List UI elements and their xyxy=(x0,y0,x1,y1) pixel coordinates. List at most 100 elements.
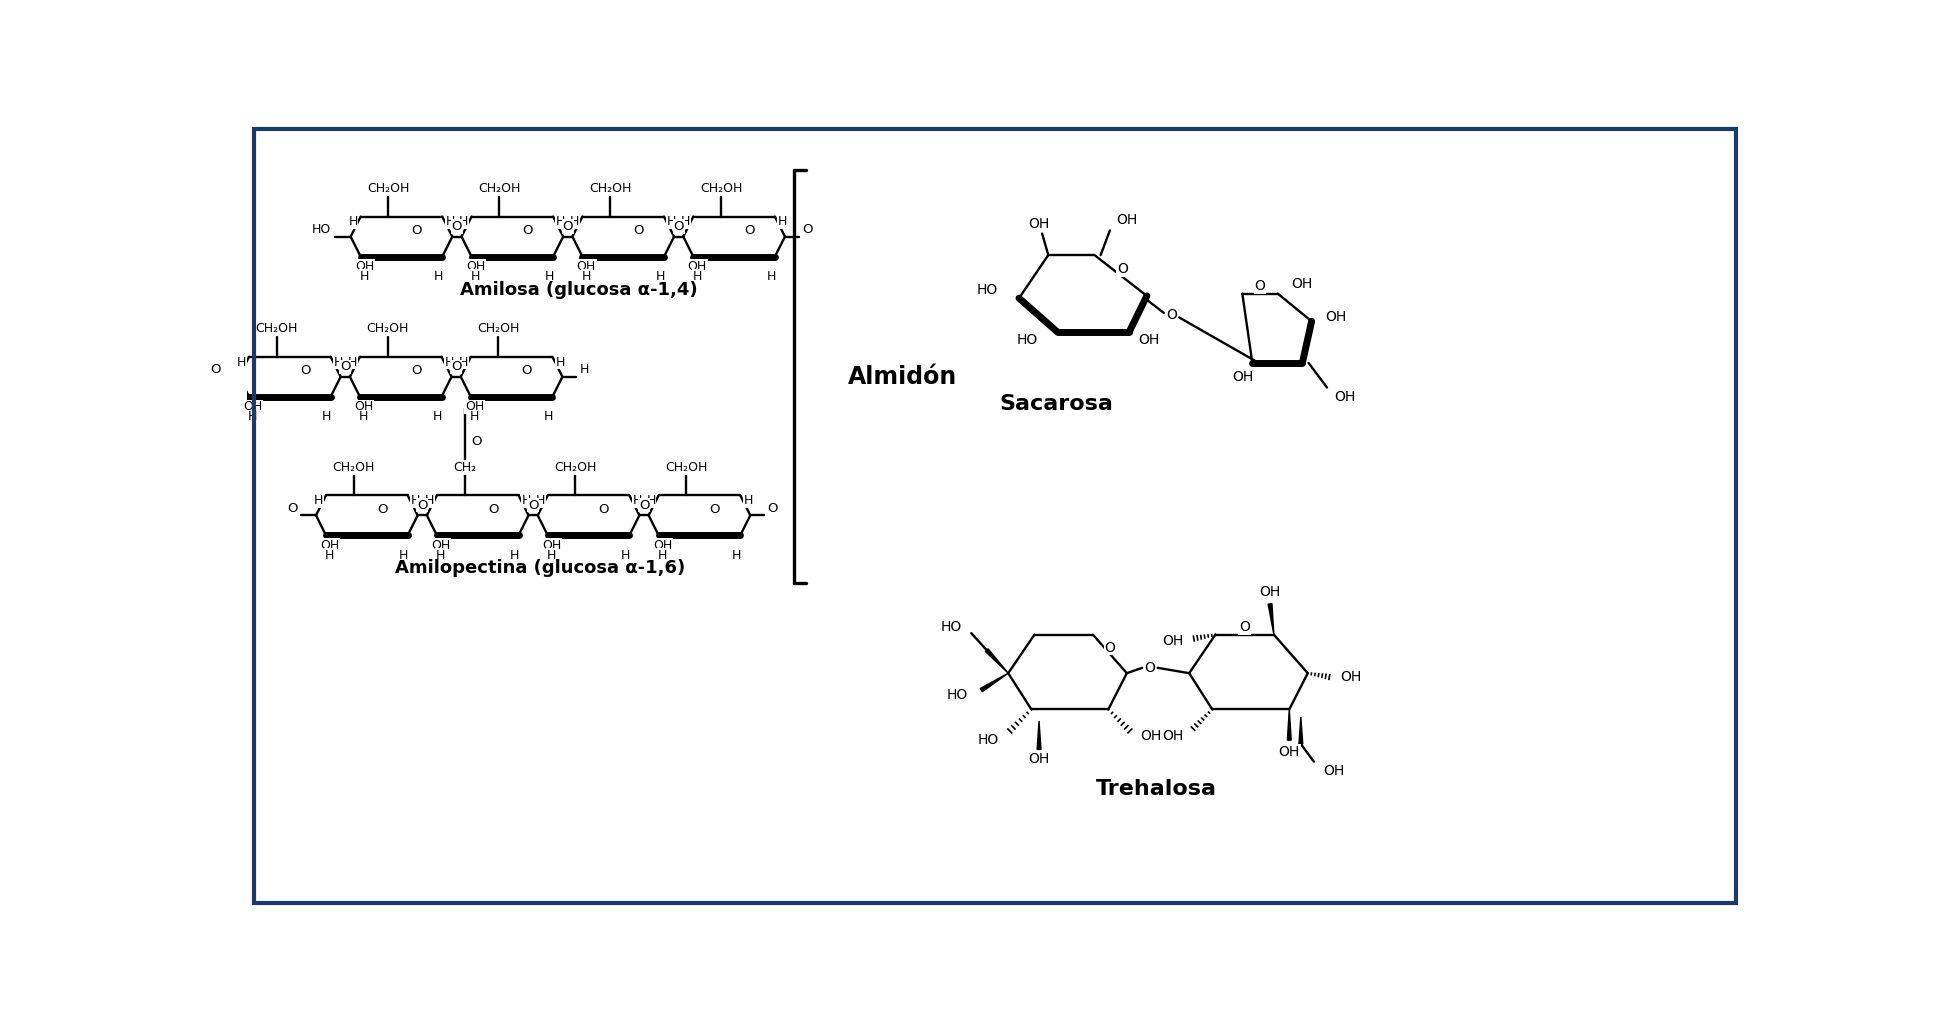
Text: H: H xyxy=(510,549,520,562)
Polygon shape xyxy=(1299,717,1302,744)
Text: H: H xyxy=(646,495,656,507)
Text: O: O xyxy=(487,503,499,516)
Text: O: O xyxy=(472,435,481,449)
Text: OH: OH xyxy=(1163,730,1182,743)
Text: H: H xyxy=(621,549,631,562)
Polygon shape xyxy=(1267,604,1273,635)
Text: O: O xyxy=(743,224,755,237)
Text: OH: OH xyxy=(1291,277,1312,291)
Text: O: O xyxy=(674,220,683,233)
Text: OH: OH xyxy=(1233,370,1254,383)
Text: OH: OH xyxy=(1324,764,1345,778)
Text: O: O xyxy=(411,364,421,377)
Text: O: O xyxy=(411,224,421,237)
Text: H: H xyxy=(444,356,454,369)
Text: O: O xyxy=(340,360,351,373)
Text: H: H xyxy=(347,216,357,229)
Text: O: O xyxy=(417,499,427,512)
Text: Sacarosa: Sacarosa xyxy=(1000,393,1112,414)
Text: H: H xyxy=(433,410,443,423)
Text: H: H xyxy=(433,270,443,283)
Text: OH: OH xyxy=(1116,214,1137,228)
Text: Amilosa (glucosa α-1,4): Amilosa (glucosa α-1,4) xyxy=(460,281,697,298)
Text: H: H xyxy=(693,270,703,283)
Text: H: H xyxy=(359,270,369,283)
Text: Amilopectina (glucosa α-1,6): Amilopectina (glucosa α-1,6) xyxy=(394,559,685,576)
Text: OH: OH xyxy=(355,261,375,273)
Text: H: H xyxy=(743,495,753,507)
Text: O: O xyxy=(1167,309,1176,322)
Text: H: H xyxy=(778,216,788,229)
Text: H: H xyxy=(444,216,454,229)
Text: H: H xyxy=(557,216,565,229)
Text: HO: HO xyxy=(313,223,332,236)
Text: OH: OH xyxy=(1260,586,1281,599)
Text: H: H xyxy=(458,356,468,369)
Text: H: H xyxy=(543,410,553,423)
Text: H: H xyxy=(472,270,479,283)
Text: H: H xyxy=(578,363,588,376)
Text: O: O xyxy=(1254,279,1266,293)
Text: H: H xyxy=(555,356,565,369)
Text: O: O xyxy=(287,502,297,515)
Text: H: H xyxy=(347,356,357,369)
Text: O: O xyxy=(528,499,538,512)
Text: H: H xyxy=(400,549,408,562)
Text: OH: OH xyxy=(576,261,596,273)
Text: O: O xyxy=(450,360,462,373)
Text: OH: OH xyxy=(320,539,340,552)
Text: H: H xyxy=(582,270,590,283)
Text: HO: HO xyxy=(976,283,998,297)
Text: H: H xyxy=(248,410,258,423)
Polygon shape xyxy=(1036,721,1040,749)
Text: H: H xyxy=(437,549,444,562)
Polygon shape xyxy=(1287,709,1291,740)
Text: OH: OH xyxy=(431,539,450,552)
Text: O: O xyxy=(639,499,650,512)
Text: CH₂OH: CH₂OH xyxy=(367,323,410,335)
Text: CH₂OH: CH₂OH xyxy=(588,182,631,195)
Text: OH: OH xyxy=(1279,745,1300,758)
Text: CH₂OH: CH₂OH xyxy=(477,182,520,195)
Text: H: H xyxy=(767,270,776,283)
Text: O: O xyxy=(452,220,462,233)
Polygon shape xyxy=(980,673,1007,692)
Text: O: O xyxy=(1145,661,1155,675)
Text: O: O xyxy=(802,223,813,236)
Text: O: O xyxy=(301,364,311,377)
Text: H: H xyxy=(326,549,334,562)
Text: OH: OH xyxy=(1326,311,1347,324)
Text: OH: OH xyxy=(687,261,707,273)
Text: CH₂: CH₂ xyxy=(452,461,476,474)
Text: H: H xyxy=(237,356,247,369)
Text: O: O xyxy=(377,503,388,516)
Text: HO: HO xyxy=(978,733,1000,747)
Text: CH₂OH: CH₂OH xyxy=(332,461,375,474)
Text: OH: OH xyxy=(1141,730,1163,743)
Text: O: O xyxy=(522,364,532,377)
Text: H: H xyxy=(411,495,419,507)
Text: O: O xyxy=(1116,263,1128,276)
Text: H: H xyxy=(470,410,479,423)
Text: H: H xyxy=(460,216,468,229)
Text: O: O xyxy=(210,363,221,376)
Text: O: O xyxy=(767,502,778,515)
Text: O: O xyxy=(710,503,720,516)
Text: O: O xyxy=(598,503,609,516)
Text: HO: HO xyxy=(947,688,969,702)
Text: O: O xyxy=(1104,641,1116,655)
Text: CH₂OH: CH₂OH xyxy=(256,323,297,335)
Text: H: H xyxy=(681,216,691,229)
Text: H: H xyxy=(545,270,553,283)
Text: H: H xyxy=(571,216,580,229)
Text: OH: OH xyxy=(466,261,485,273)
Text: H: H xyxy=(656,270,666,283)
Text: H: H xyxy=(732,549,741,562)
Text: H: H xyxy=(322,410,332,423)
Text: OH: OH xyxy=(1163,634,1182,648)
Text: OH: OH xyxy=(466,401,483,413)
Text: CH₂OH: CH₂OH xyxy=(555,461,596,474)
Text: O: O xyxy=(522,224,534,237)
Text: H: H xyxy=(668,216,675,229)
Text: O: O xyxy=(633,224,644,237)
